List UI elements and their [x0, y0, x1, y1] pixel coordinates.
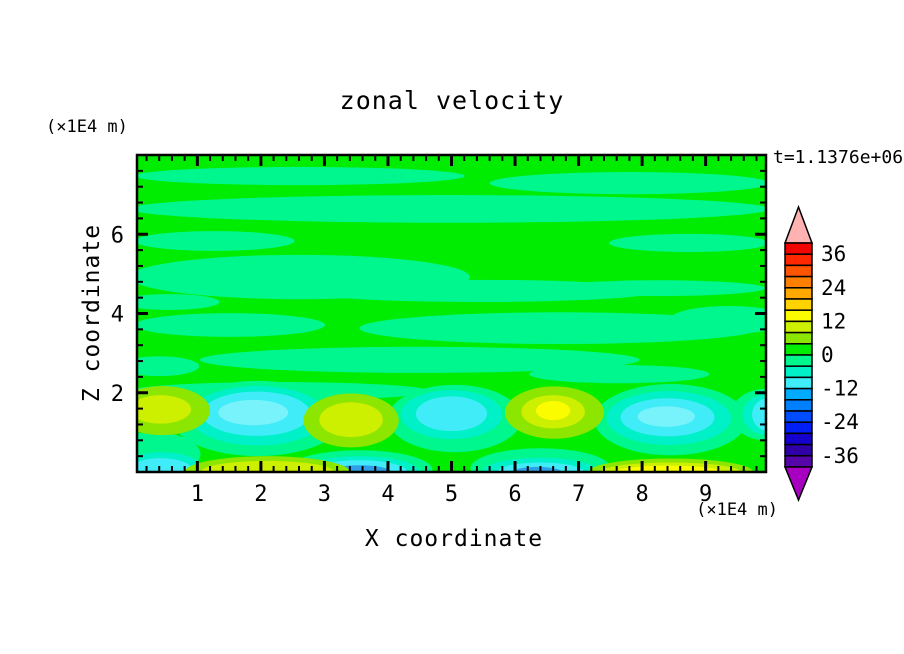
colorbar-box	[784, 287, 813, 300]
plot-frame	[135, 153, 768, 474]
contour-streak	[553, 280, 766, 297]
contour-blob	[319, 402, 383, 438]
contour-streak	[137, 231, 295, 251]
contour-streak	[137, 195, 766, 223]
z-axis-title: Z coordinate	[79, 223, 105, 403]
time-annotation: t=1.1376e+06	[773, 147, 904, 168]
colorbar-tick-label: -12	[821, 377, 859, 401]
z-tick-label: 4	[111, 303, 124, 328]
contour-streak	[669, 305, 766, 334]
x-tick-label: 2	[254, 482, 267, 507]
colorbar-tick-label: 12	[821, 309, 846, 333]
colorbar-over-arrow	[783, 204, 814, 244]
colorbar-tick-label: -36	[821, 444, 859, 468]
contour-blob	[513, 466, 562, 472]
x-tick-label: 8	[635, 482, 648, 507]
contour-blob	[200, 460, 334, 472]
x-tick-label: 5	[445, 482, 458, 507]
contour-streak	[609, 233, 766, 253]
colorbar-box	[784, 253, 813, 267]
colorbar-tick-label: -24	[821, 410, 859, 434]
contour-streak	[529, 365, 710, 384]
plot-title: zonal velocity	[339, 86, 565, 115]
contour-blob	[637, 406, 695, 427]
colorbar-box	[784, 432, 813, 446]
x-tick-label: 3	[318, 482, 331, 507]
contour-streak	[489, 172, 766, 195]
colorbar-tick-label: 36	[821, 242, 846, 266]
colorbar-tick-label: 0	[821, 343, 834, 367]
colorbar-box	[784, 298, 813, 311]
contour-blob	[218, 399, 289, 426]
colorbar-under-arrow	[783, 466, 814, 502]
contour-field	[137, 155, 766, 472]
contour-streak	[137, 166, 465, 186]
x-tick-label: 1	[191, 482, 204, 507]
x-axis-unit-label: (×1E4 m)	[696, 500, 778, 520]
colorbar-box	[784, 455, 813, 468]
colorbar-box	[784, 320, 813, 334]
x-tick-label: 6	[508, 482, 521, 507]
x-tick-label: 4	[381, 482, 394, 507]
colorbar-box	[784, 387, 813, 401]
contour-blob	[137, 458, 193, 472]
colorbar-box	[784, 275, 813, 289]
contour-blob	[752, 398, 766, 431]
colorbar-box	[784, 309, 813, 323]
contour-streak	[137, 313, 326, 337]
contour-streak	[359, 312, 760, 345]
x-tick-label: 7	[572, 482, 585, 507]
colorbar-box	[784, 399, 813, 412]
colorbar-box	[784, 343, 813, 356]
colorbar-box	[784, 376, 813, 390]
colorbar-box	[784, 242, 813, 255]
colorbar-tick-label: 24	[821, 276, 846, 300]
z-tick-label: 2	[111, 382, 124, 407]
colorbar-box	[784, 365, 813, 379]
colorbar-box	[784, 331, 813, 345]
contour-blob	[415, 396, 488, 432]
colorbar-box	[784, 354, 813, 367]
contour-blob	[137, 395, 191, 424]
contour-streak	[199, 346, 640, 373]
colorbar-box	[784, 443, 813, 457]
colorbar-box	[784, 421, 813, 435]
z-tick-label: 6	[111, 223, 124, 248]
contour-blob	[536, 401, 571, 421]
contour-streak	[137, 294, 220, 310]
colorbar-box	[784, 410, 813, 423]
z-axis-unit-label: (×1E4 m)	[46, 117, 128, 137]
x-tick-label: 9	[699, 482, 712, 507]
x-axis-title: X coordinate	[364, 526, 544, 552]
contour-streak	[137, 356, 200, 377]
colorbar-box	[784, 264, 813, 278]
